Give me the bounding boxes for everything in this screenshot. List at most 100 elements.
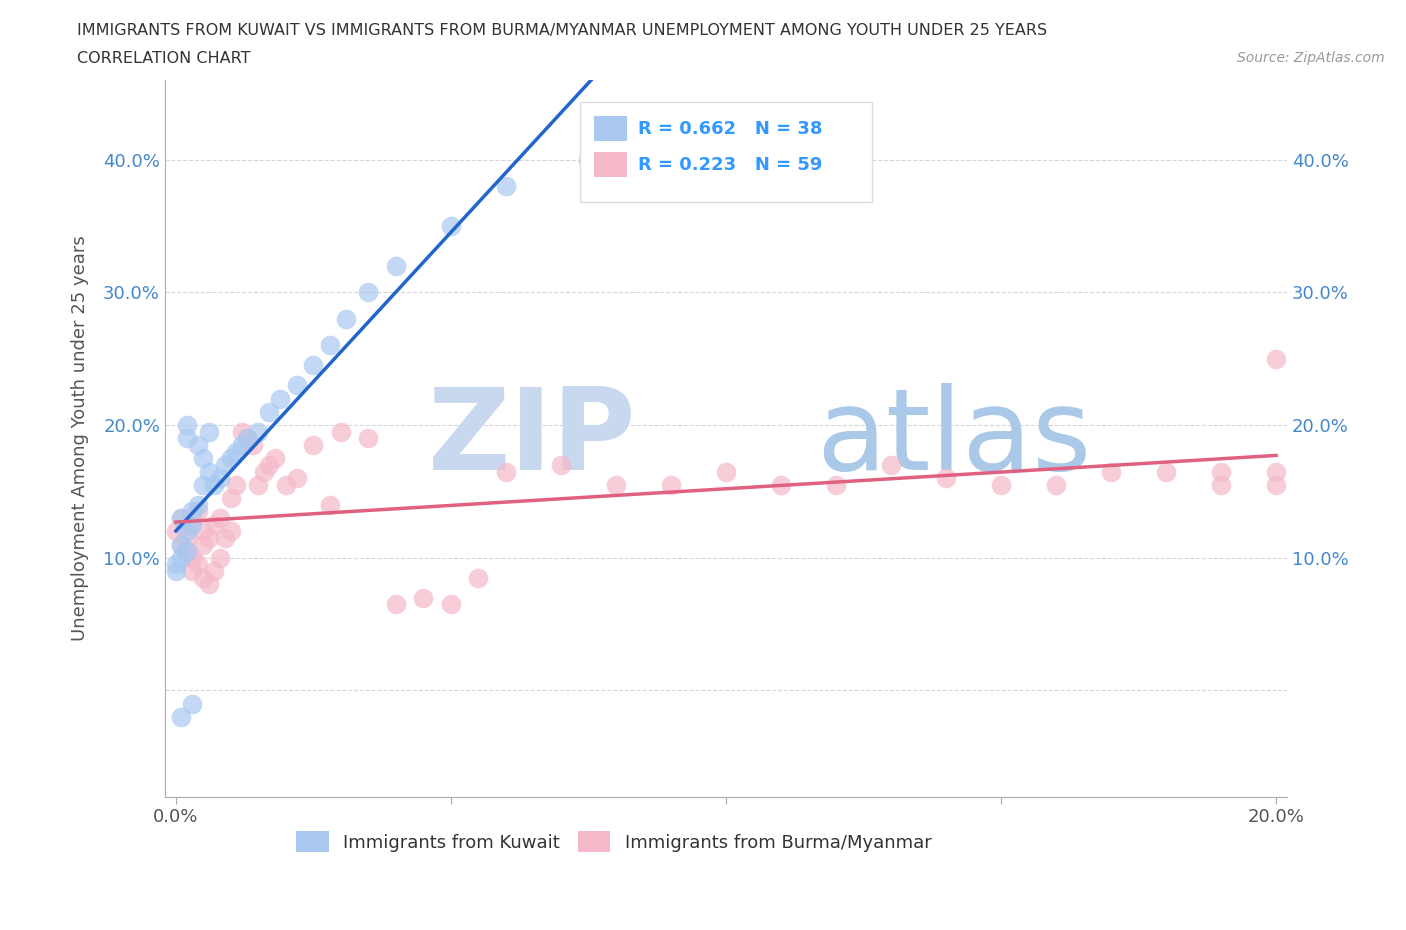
Point xyxy=(198,464,221,479)
Point xyxy=(714,464,737,479)
Point xyxy=(176,544,198,559)
Point xyxy=(219,451,242,466)
Point xyxy=(214,530,236,545)
Text: R = 0.662   N = 38: R = 0.662 N = 38 xyxy=(638,120,823,138)
Point xyxy=(202,477,225,492)
Point xyxy=(181,517,204,532)
Text: ZIP: ZIP xyxy=(427,383,636,494)
Point xyxy=(170,537,193,551)
Point xyxy=(181,504,204,519)
Point xyxy=(259,405,281,419)
Point xyxy=(319,498,342,512)
Point xyxy=(264,451,287,466)
Point xyxy=(176,418,198,432)
Point xyxy=(769,477,792,492)
Point xyxy=(550,458,572,472)
Point xyxy=(285,471,308,485)
Point xyxy=(176,524,198,538)
Point xyxy=(880,458,903,472)
Point xyxy=(385,259,408,273)
Point xyxy=(385,597,408,612)
Point xyxy=(935,471,957,485)
Point xyxy=(242,437,264,452)
Point xyxy=(170,511,193,525)
Point xyxy=(193,477,215,492)
Point xyxy=(225,477,247,492)
Point xyxy=(181,564,204,578)
Point xyxy=(193,451,215,466)
Point xyxy=(181,551,204,565)
Point xyxy=(335,312,357,326)
Point xyxy=(1265,464,1288,479)
Point xyxy=(193,570,215,585)
Point xyxy=(1154,464,1177,479)
Point xyxy=(329,424,352,439)
Bar xyxy=(593,152,627,177)
Point xyxy=(605,477,627,492)
Point xyxy=(412,591,434,605)
Point xyxy=(202,564,225,578)
Point xyxy=(219,524,242,538)
Point xyxy=(285,378,308,392)
Point xyxy=(659,477,682,492)
Point xyxy=(208,471,231,485)
Point xyxy=(170,511,193,525)
Point xyxy=(825,477,848,492)
Point xyxy=(170,551,193,565)
Point xyxy=(187,437,209,452)
Point xyxy=(1265,477,1288,492)
Point xyxy=(198,577,221,591)
Legend: Immigrants from Kuwait, Immigrants from Burma/Myanmar: Immigrants from Kuwait, Immigrants from … xyxy=(288,824,939,859)
Y-axis label: Unemployment Among Youth under 25 years: Unemployment Among Youth under 25 years xyxy=(72,235,89,641)
Point xyxy=(170,537,193,551)
Point xyxy=(1099,464,1122,479)
Point xyxy=(165,557,187,572)
Point xyxy=(247,424,270,439)
Point xyxy=(990,477,1012,492)
Point xyxy=(165,524,187,538)
Point xyxy=(198,424,221,439)
Bar xyxy=(593,116,627,141)
Point xyxy=(193,524,215,538)
Point xyxy=(176,544,198,559)
FancyBboxPatch shape xyxy=(581,101,872,202)
Point xyxy=(236,431,259,445)
Text: CORRELATION CHART: CORRELATION CHART xyxy=(77,51,250,66)
Point xyxy=(440,219,463,233)
Text: Source: ZipAtlas.com: Source: ZipAtlas.com xyxy=(1237,51,1385,65)
Point xyxy=(198,530,221,545)
Point xyxy=(467,570,489,585)
Point xyxy=(440,597,463,612)
Point xyxy=(357,431,380,445)
Text: R = 0.223   N = 59: R = 0.223 N = 59 xyxy=(638,155,823,174)
Point xyxy=(274,477,297,492)
Point xyxy=(302,437,325,452)
Point xyxy=(231,437,253,452)
Text: atlas: atlas xyxy=(815,383,1091,494)
Point xyxy=(1209,477,1232,492)
Point xyxy=(495,179,517,193)
Point xyxy=(225,445,247,459)
Point xyxy=(176,431,198,445)
Point xyxy=(259,458,281,472)
Point xyxy=(176,530,198,545)
Point xyxy=(193,537,215,551)
Point xyxy=(357,285,380,299)
Point xyxy=(187,557,209,572)
Point xyxy=(170,710,193,724)
Text: IMMIGRANTS FROM KUWAIT VS IMMIGRANTS FROM BURMA/MYANMAR UNEMPLOYMENT AMONG YOUTH: IMMIGRANTS FROM KUWAIT VS IMMIGRANTS FRO… xyxy=(77,23,1047,38)
Point xyxy=(187,504,209,519)
Point xyxy=(165,564,187,578)
Point xyxy=(302,358,325,373)
Point xyxy=(181,697,204,711)
Point xyxy=(1265,352,1288,366)
Point xyxy=(495,464,517,479)
Point xyxy=(319,338,342,352)
Point xyxy=(236,431,259,445)
Point xyxy=(176,517,198,532)
Point xyxy=(231,424,253,439)
Point xyxy=(208,551,231,565)
Point xyxy=(208,511,231,525)
Point xyxy=(578,153,600,167)
Point xyxy=(253,464,276,479)
